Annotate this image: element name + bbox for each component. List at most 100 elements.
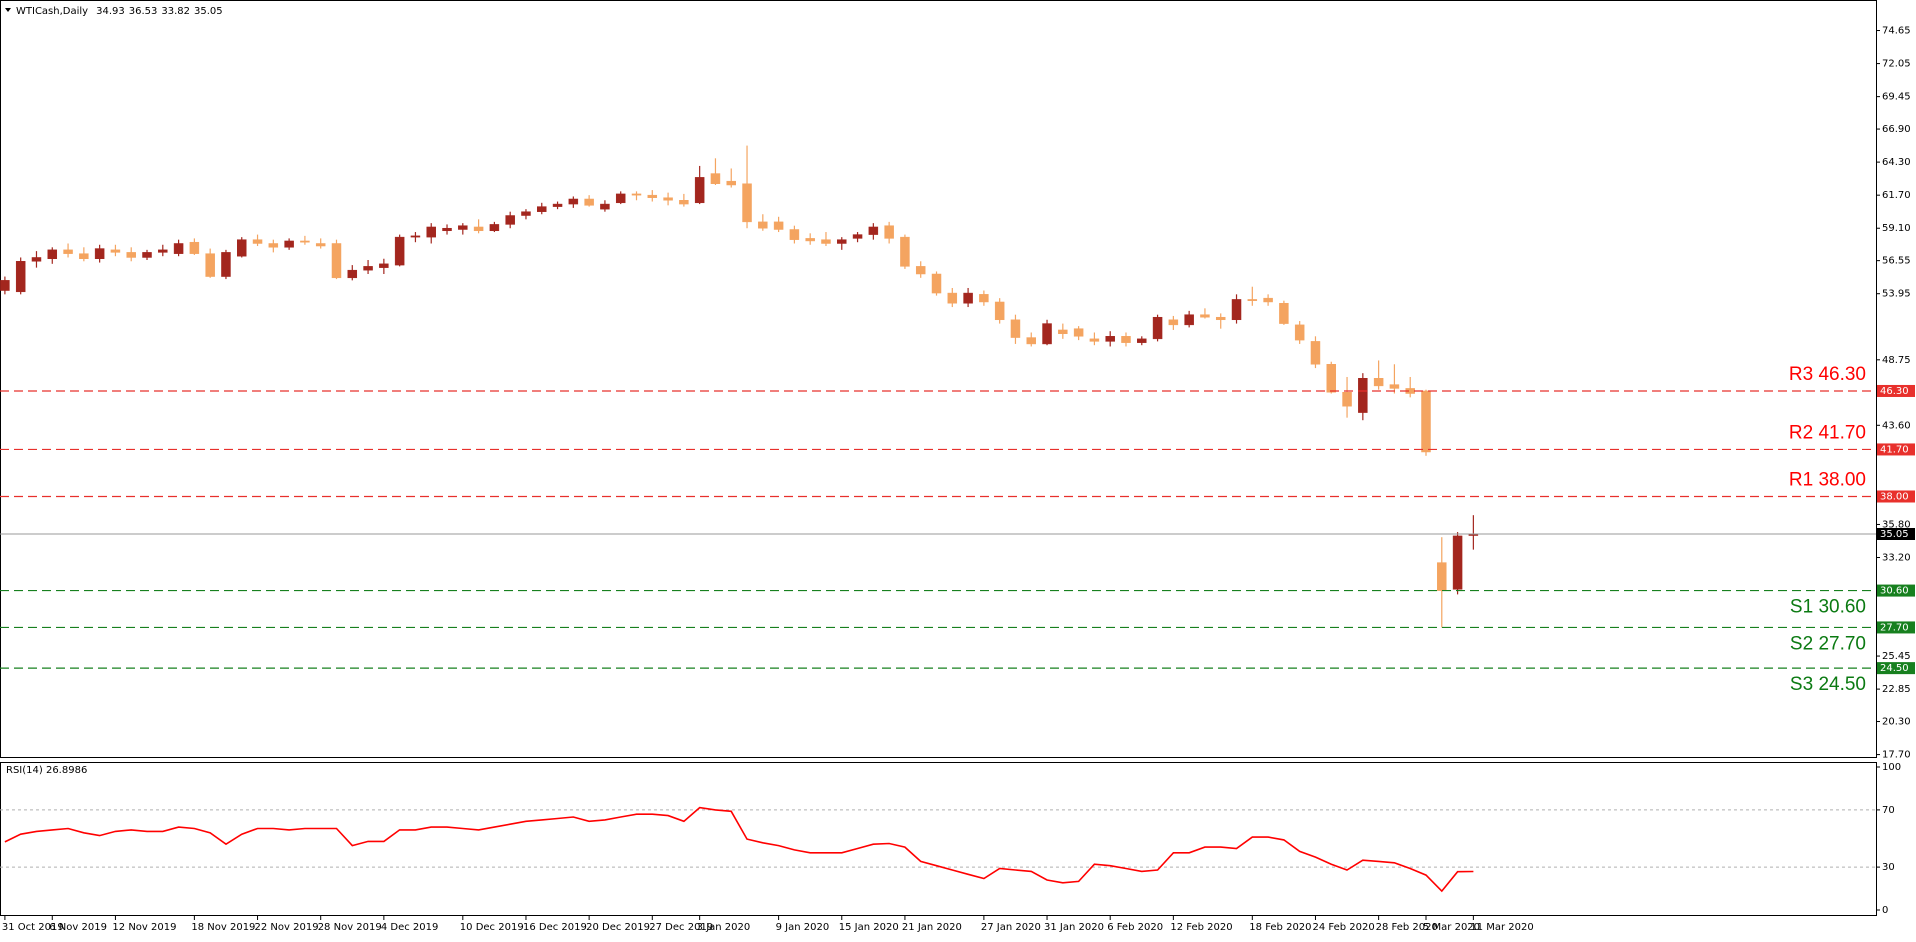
level-label: R1 38.00 (1789, 470, 1866, 491)
candle-body (315, 243, 326, 247)
candle-body (552, 203, 563, 207)
candle-body (1389, 384, 1400, 389)
candle-body (1437, 562, 1447, 591)
candle-body (1279, 302, 1289, 324)
level-tag-text: 41.70 (1880, 444, 1909, 455)
level-tag (1877, 662, 1915, 675)
x-tick-label: 21 Jan 2020 (902, 922, 962, 933)
candle-body (1058, 329, 1068, 335)
current-price-text: 35.05 (1880, 529, 1909, 540)
candle-body (615, 193, 626, 204)
y-tick-label: 66.90 (1882, 124, 1911, 135)
x-tick-label: 6 Nov 2019 (49, 922, 107, 933)
candle-body (1042, 323, 1052, 345)
x-tick-label: 28 Feb 2020 (1376, 922, 1438, 933)
candle-body (884, 225, 894, 239)
y-tick-label: 20.30 (1882, 717, 1911, 728)
candle-body (726, 180, 736, 186)
x-tick-label: 5 Mar 2020 (1423, 922, 1480, 933)
candle-body (947, 292, 958, 304)
candle-body (663, 197, 673, 201)
candle-body (237, 239, 247, 257)
level-tag (1877, 621, 1915, 634)
level-label: S2 27.70 (1790, 633, 1866, 654)
candle-body (505, 215, 515, 225)
candle-body (1010, 319, 1021, 338)
candle-body (852, 234, 863, 239)
candle-body (1358, 378, 1368, 413)
candle-body (347, 269, 358, 279)
y-tick-label: 17.70 (1882, 750, 1911, 761)
candle-body (1168, 319, 1179, 326)
candle-body (489, 224, 500, 232)
candle-body (600, 203, 610, 210)
candle-body (773, 221, 784, 230)
candle-body (15, 261, 26, 293)
rsi-line (4, 806, 1474, 893)
candle-body (1247, 299, 1258, 301)
candle-body (915, 266, 926, 275)
candle-body (47, 249, 58, 259)
high: 36.53 (129, 6, 158, 17)
candle-body (1152, 316, 1163, 340)
candle-body (1184, 314, 1194, 326)
y-tick-label: 22.85 (1882, 684, 1911, 695)
level-tag (1877, 584, 1915, 597)
candle-body (158, 249, 168, 253)
open: 34.93 (96, 6, 125, 17)
candle-body (979, 294, 989, 303)
candle-body (268, 243, 279, 248)
candle-body (473, 226, 484, 232)
candle-body (205, 253, 215, 277)
level-tag (1877, 490, 1915, 503)
candle-body (900, 236, 910, 267)
candle-body (173, 243, 184, 254)
candle-body (584, 198, 594, 206)
candle-body (379, 263, 389, 268)
y-tick-label: 33.20 (1882, 553, 1911, 564)
x-tick-label: 12 Nov 2019 (112, 922, 176, 933)
x-tick-label: 27 Jan 2020 (981, 922, 1041, 933)
candle-body (805, 238, 815, 242)
candle-body (1073, 328, 1084, 337)
candle-body (1215, 316, 1226, 321)
candle-body (79, 253, 89, 259)
y-tick-label: 43.60 (1882, 420, 1911, 431)
y-tick-label: 74.65 (1882, 26, 1911, 37)
level-label: S1 30.60 (1790, 597, 1866, 618)
candle-body (631, 193, 642, 196)
x-tick-label: 24 Feb 2020 (1312, 922, 1374, 933)
candle-body (442, 227, 452, 232)
x-tick-label: 18 Nov 2019 (191, 922, 255, 933)
y-tick-label: 100 (1882, 762, 1901, 773)
candle-body (221, 252, 231, 277)
close: 35.05 (194, 6, 223, 17)
y-tick-label: 35.80 (1882, 519, 1911, 530)
x-tick-label: 16 Dec 2019 (523, 922, 587, 933)
level-tag (1877, 384, 1915, 397)
candle-body (1231, 299, 1242, 321)
x-tick-label: 15 Jan 2020 (839, 922, 899, 933)
y-tick-label: 53.95 (1882, 289, 1911, 300)
y-tick-label: 30 (1882, 862, 1895, 873)
x-tick-label: 27 Dec 2019 (649, 922, 713, 933)
candle-body (1452, 535, 1463, 590)
x-tick-label: 9 Jan 2020 (776, 922, 830, 933)
symbol: WTICash,Daily (16, 6, 88, 17)
y-tick-label: 64.30 (1882, 157, 1911, 168)
x-tick-label: 31 Jan 2020 (1044, 922, 1104, 933)
candle-body (94, 248, 105, 259)
y-tick-label: 69.45 (1882, 92, 1911, 103)
x-tick-label: 20 Dec 2019 (586, 922, 650, 933)
level-tag-text: 30.60 (1880, 586, 1909, 597)
candle-body (821, 239, 831, 244)
x-tick-label: 6 Feb 2020 (1107, 922, 1163, 933)
candle-body (1294, 324, 1305, 341)
candle-body (521, 211, 531, 216)
candle-body (458, 225, 468, 230)
x-tick-label: 12 Feb 2020 (1170, 922, 1232, 933)
candle-body (1137, 338, 1147, 343)
candle-body (710, 173, 721, 184)
candle-body (1263, 297, 1273, 303)
candle-body (63, 249, 73, 254)
